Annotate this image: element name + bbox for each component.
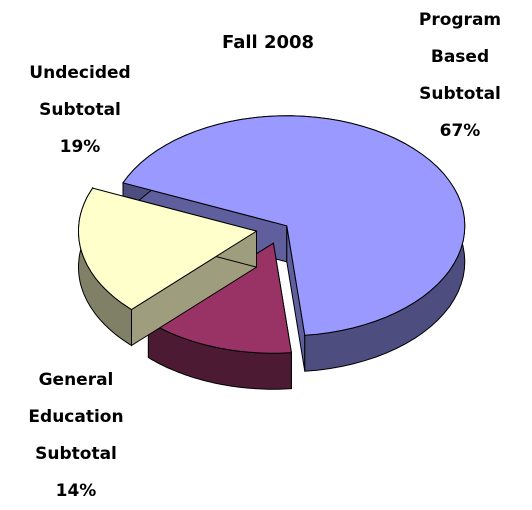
value-label: 14% [55, 481, 97, 501]
slice [122, 115, 466, 336]
slice-label: Undecided Subtotal 19% [29, 55, 130, 166]
slice [78, 187, 258, 311]
value-label: 19% [59, 137, 101, 157]
category-label: Undecided Subtotal [29, 63, 131, 120]
category-label: Program Based Subtotal [418, 10, 502, 104]
slice-label: General Education Subtotal 14% [28, 362, 123, 510]
category-label: General Education Subtotal [28, 370, 124, 464]
slice-label: Program Based Subtotal 67% [419, 2, 501, 150]
slice [147, 242, 292, 354]
chart-title: Fall 2008 [221, 32, 315, 53]
value-label: 67% [439, 121, 481, 141]
